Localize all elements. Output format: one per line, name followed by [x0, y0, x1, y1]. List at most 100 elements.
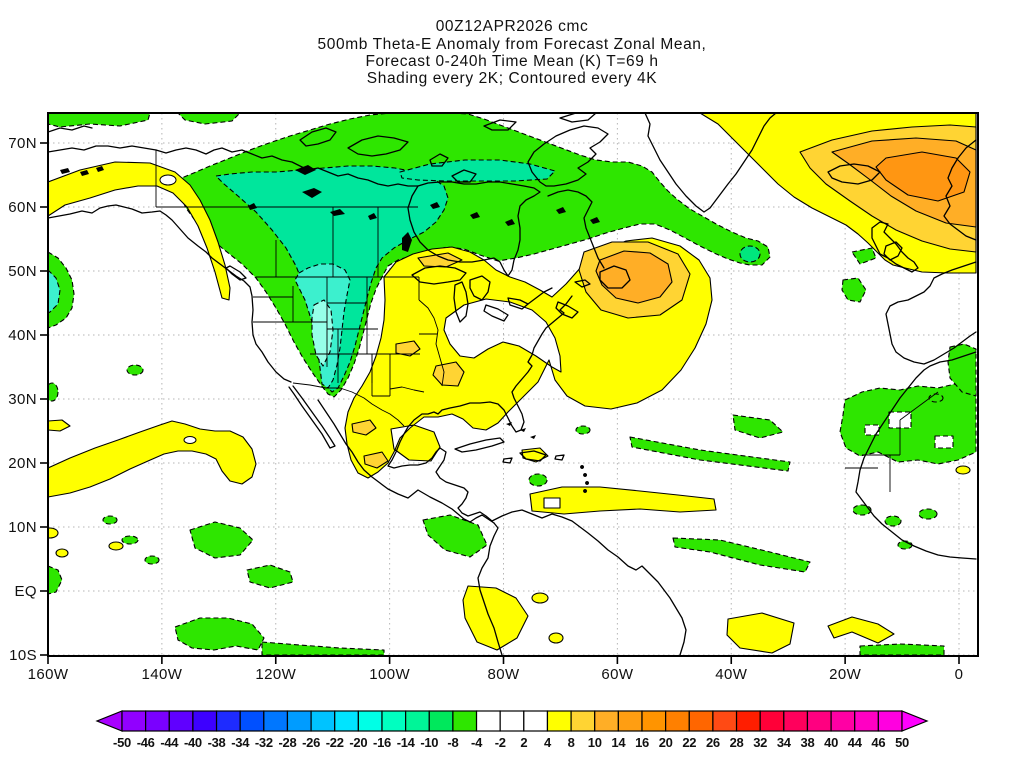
- colorbar-label-50: 50: [895, 735, 909, 750]
- deep-orange-core-scandinavia: [875, 151, 971, 202]
- green-speck-pacific-1: [102, 515, 118, 525]
- colorbar-cell--46: [145, 710, 170, 732]
- white-hole-alaska-arc: [159, 174, 177, 186]
- coast-north-america-pacific: [48, 204, 292, 383]
- green-blob-pacific-a: [189, 521, 254, 559]
- green-strip-gulf-of-guinea: [859, 643, 945, 656]
- lon-label-20W: 20W: [829, 666, 861, 683]
- island-anticosti: [574, 279, 591, 288]
- island-iceland: [827, 163, 881, 185]
- colorbar-label-26: 26: [706, 735, 720, 750]
- colorbar-arrow-right: [901, 710, 929, 732]
- positive-anomaly-regions: [48, 113, 977, 654]
- colorbar-cell--2: [499, 710, 525, 732]
- green-speck-bahamas-east: [575, 425, 591, 435]
- coast-alaska-north: [48, 145, 157, 153]
- island-jamaica: [502, 457, 513, 464]
- green-blob-costa-rica: [422, 514, 488, 558]
- title-line-3: Forecast 0-240h Time Mean (K) T=69 h: [365, 53, 658, 70]
- colorbar-label--2: -2: [495, 735, 506, 750]
- colorbar-cell-38: [806, 710, 832, 732]
- green-speck-pacific-2: [121, 535, 139, 545]
- colorbar-cell--4: [475, 710, 501, 732]
- lat-label-50N: 50N: [8, 263, 37, 280]
- yellow-speck-brazil-nw: [548, 632, 564, 644]
- lat-label-10S: 10S: [9, 647, 37, 664]
- green-band-atlantic-25n: [629, 436, 791, 472]
- colorbar-cell-16: [641, 710, 667, 732]
- colorbar-label-10: 10: [588, 735, 602, 750]
- gold-spot-oklahoma: [395, 340, 421, 357]
- lon-label-0: 0: [955, 666, 964, 683]
- colorbar-label--14: -14: [397, 735, 416, 750]
- yellow-speck-pacific-8n: [108, 541, 124, 551]
- border-us-mexico: [292, 382, 405, 427]
- island-devon: [483, 119, 517, 131]
- colorbar-cell--20: [357, 710, 383, 732]
- green-region-sahara: [839, 383, 977, 465]
- colorbar-cell-4: [546, 710, 572, 732]
- political-borders: [155, 150, 939, 492]
- gold-spot-central-mexico: [363, 451, 389, 469]
- colorbar-label-2: 2: [520, 735, 527, 750]
- lon-label-80W: 80W: [487, 666, 519, 683]
- colorbar-cell-14: [617, 710, 643, 732]
- colorbar-cell--44: [168, 710, 194, 732]
- white-hole-pacific-snake: [183, 436, 197, 444]
- colorbar-cell--16: [381, 710, 407, 732]
- yellow-region-nw-south-america: [462, 585, 529, 651]
- island-ireland: [883, 241, 903, 261]
- colorbar-cell-34: [783, 710, 809, 732]
- colorbar-label--8: -8: [447, 735, 458, 750]
- colorbar-cell--40: [192, 710, 218, 732]
- green-band-atlantic-5n: [672, 537, 811, 573]
- title-line-1: 00Z12APR2026 cmc: [436, 18, 589, 35]
- lat-label-70N: 70N: [8, 135, 37, 152]
- island-newfoundland: [599, 265, 631, 289]
- coast-south-america-west: [477, 522, 503, 656]
- colorbar-cell-8: [570, 710, 596, 732]
- green-blob-west-edge: [48, 251, 75, 329]
- map-frame: [47, 112, 979, 657]
- coast-labrador-quebec: [547, 189, 605, 269]
- colorbar-cell-32: [759, 710, 785, 732]
- island-victoria: [347, 135, 409, 157]
- colorbar-label-8: 8: [568, 735, 575, 750]
- colorbar-label--34: -34: [231, 735, 250, 750]
- yellow-snake-pacific-20n: [48, 420, 257, 498]
- coast-hudson-bay: [407, 181, 541, 277]
- coast-greenland: [644, 113, 777, 213]
- island-puerto-rico: [554, 454, 565, 461]
- green-blob-eq-west-edge: [48, 565, 63, 595]
- island-southampton: [451, 169, 477, 183]
- colorbar-cell--8: [452, 710, 478, 732]
- yellow-arc-gulf-of-alaska: [48, 161, 231, 301]
- colorbar-label-46: 46: [871, 735, 885, 750]
- colorbar-cell--50: [121, 710, 147, 732]
- colorbar-label-22: 22: [682, 735, 696, 750]
- title-line-2: 500mb Theta-E Anomaly from Forecast Zona…: [318, 36, 707, 53]
- colorbar-cell-44: [854, 710, 879, 732]
- green-speck-30n-west: [48, 382, 59, 402]
- island-vancouver: [225, 265, 247, 281]
- border-us-states-1: [253, 277, 420, 383]
- coast-st-lawrence: [527, 287, 553, 305]
- colorbar-label--20: -20: [349, 735, 367, 750]
- lat-label-60N: 60N: [8, 199, 37, 216]
- colorbar-cell-2: [523, 710, 549, 732]
- lat-label-20N: 20N: [8, 455, 37, 472]
- colorbar-label-14: 14: [611, 735, 626, 750]
- gold-spot-chihuahua: [351, 419, 377, 436]
- yellow-speck-sahel-east: [955, 465, 971, 475]
- colorbar-cell-46: [877, 710, 903, 732]
- colorbar-label--32: -32: [255, 735, 273, 750]
- border-texas: [371, 354, 425, 397]
- colorbar-cell--22: [334, 710, 359, 732]
- colorbar-label--4: -4: [471, 735, 483, 750]
- colorbar-cell-22: [688, 710, 714, 732]
- colorbar-label-4: 4: [544, 735, 552, 750]
- lat-label-EQ: EQ: [15, 583, 37, 600]
- coast-chukotka: [48, 125, 93, 133]
